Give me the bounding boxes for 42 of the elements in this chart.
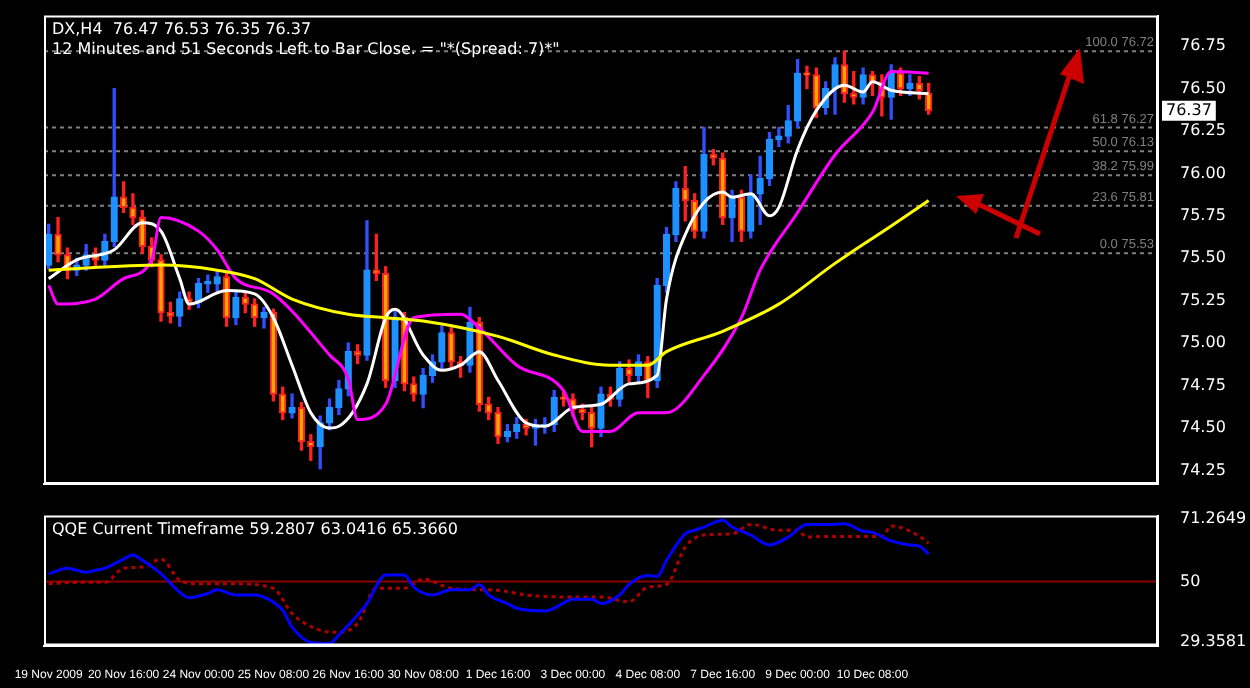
candlestick [250, 298, 259, 327]
candlestick [363, 220, 371, 361]
y-tick-label: 71.2649 [1180, 509, 1247, 528]
candlestick [288, 393, 296, 419]
candlestick [700, 126, 708, 239]
candlestick [747, 174, 755, 239]
candlestick [831, 57, 839, 115]
candlestick [260, 306, 268, 329]
candlestick [372, 233, 380, 282]
y-tick-label: 76.25 [1180, 121, 1226, 140]
candlestick [232, 289, 240, 326]
text: 12 Minutes and 51 Seconds Left to Bar Close. = "*(Spread: 7)*" [52, 39, 560, 58]
candlestick [45, 223, 53, 270]
y-tick-label: 75.00 [1180, 333, 1226, 352]
candlestick [784, 104, 792, 144]
y-tick-label: 74.75 [1180, 375, 1226, 394]
y-tick-label: 75.75 [1180, 206, 1226, 225]
y-tick-label: 76.75 [1180, 36, 1226, 55]
y-tick-label: 50 [1180, 571, 1201, 590]
y-tick-label: 75.50 [1180, 248, 1226, 267]
candlestick [279, 386, 287, 421]
candlestick [728, 189, 736, 242]
chart-title: QQE Current Timeframe 59.2807 63.0416 65.3660 [52, 519, 458, 538]
y-tick-label: 74.25 [1180, 460, 1226, 479]
candlestick [803, 65, 811, 90]
candlestick [812, 67, 820, 119]
y-tick-label: 75.25 [1180, 290, 1226, 309]
y-tick-label: 76.50 [1180, 78, 1226, 97]
candlestick [906, 74, 914, 97]
candlestick [410, 376, 418, 402]
candlestick [176, 291, 184, 327]
candlestick [587, 406, 596, 448]
chart-title: DX,H4 76.47 76.53 76.35 76.37 [52, 19, 312, 38]
candlestick [447, 327, 455, 370]
candlestick [625, 359, 633, 383]
y-tick-label: 76.00 [1180, 163, 1226, 182]
candlestick [494, 406, 502, 444]
y-tick-label: 74.50 [1180, 418, 1226, 437]
annotation: 76.37 [1166, 100, 1212, 119]
candlestick [438, 325, 446, 370]
y-tick-label: 29.3581 [1180, 632, 1247, 651]
candlestick [54, 216, 62, 263]
